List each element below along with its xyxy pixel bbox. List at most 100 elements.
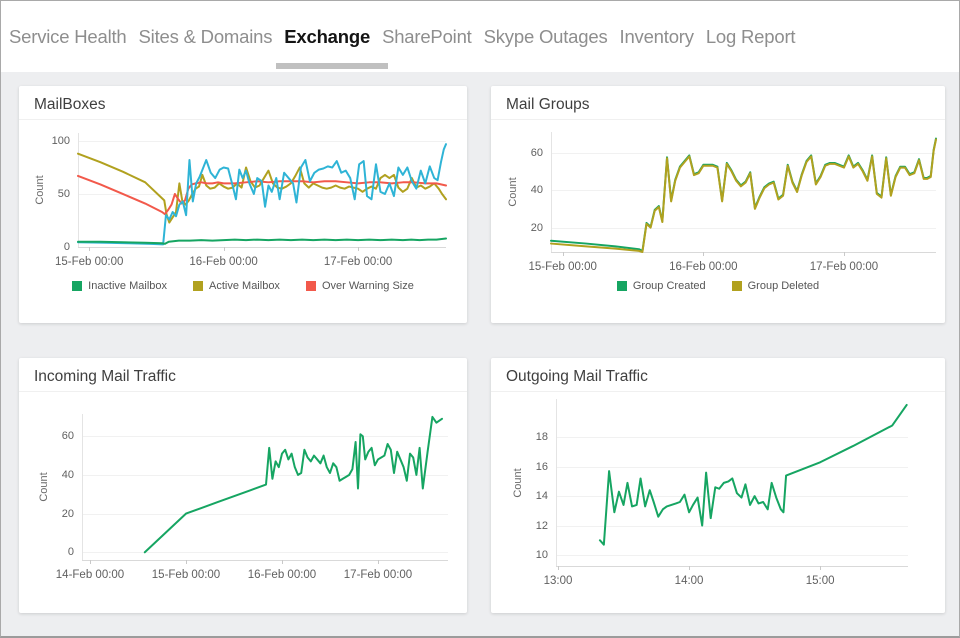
y-tick-label: 12 <box>535 519 548 532</box>
gridline <box>82 474 448 476</box>
panel-header: Mail Groups <box>491 86 945 120</box>
panel-mail-groups: Mail Groups Count 20 40 60 15-Feb 00:00 16-Fe… <box>491 86 945 323</box>
x-tick-mark <box>223 247 225 251</box>
tab-sites-domains[interactable]: Sites & Domains <box>138 26 273 47</box>
panel-title: Incoming Mail Traffic <box>34 368 176 385</box>
y-tick-label: 0 <box>67 546 74 559</box>
y-tick-label: 100 <box>51 134 70 147</box>
plot-area <box>550 137 937 253</box>
panel-header: Outgoing Mail Traffic <box>491 358 945 392</box>
y-tick-label: 60 <box>530 146 543 159</box>
legend-label: Active Mailbox <box>209 280 280 292</box>
tab-log-report[interactable]: Log Report <box>705 26 796 47</box>
x-tick-label: 16-Feb 00:00 <box>247 569 317 581</box>
legend-item-over-warning-size[interactable]: Over Warning Size <box>305 280 414 292</box>
x-tick-label: 16-Feb 00:00 <box>669 261 738 273</box>
plot-area <box>77 143 447 246</box>
tab-bar: Service Health Sites & Domains Exchange Sha… <box>1 1 959 72</box>
tab-service-health[interactable]: Service Health <box>9 26 127 47</box>
y-tick-label: 18 <box>535 431 548 444</box>
gridline <box>82 513 448 515</box>
x-tick-label: 14-Feb 00:00 <box>55 569 125 581</box>
legend-item-group-created[interactable]: Group Created <box>616 280 706 292</box>
y-axis-line <box>82 414 83 560</box>
x-axis-line <box>551 252 936 253</box>
gridline <box>556 466 908 468</box>
y-tick-label: 60 <box>61 430 74 443</box>
panel-title: Mail Groups <box>506 96 590 113</box>
gridline <box>551 152 936 154</box>
gridline <box>551 190 936 192</box>
chart-mail-groups: Count 20 40 60 15-Feb 00:00 16-Feb 00:00 17-Fe… <box>491 86 945 323</box>
gridline <box>556 554 908 556</box>
x-tick-mark <box>89 247 91 251</box>
x-tick-label: 14:00 <box>674 575 704 587</box>
x-tick-label: 15-Feb 00:00 <box>151 569 221 581</box>
x-tick-mark <box>562 252 564 256</box>
series-line-group-deleted <box>550 138 937 253</box>
panel-header: Incoming Mail Traffic <box>19 358 467 392</box>
x-axis-line <box>82 560 448 561</box>
x-tick-mark <box>186 560 187 564</box>
x-tick-mark <box>844 252 845 256</box>
x-tick-label: 13:00 <box>543 575 573 587</box>
x-tick-mark <box>90 560 91 564</box>
y-tick-label: 20 <box>530 221 543 234</box>
panel-incoming-mail-traffic: Incoming Mail Traffic Count 0 20 40 60 14-Feb… <box>19 358 467 613</box>
y-tick-label: 50 <box>57 187 70 200</box>
legend-label: Inactive Mailbox <box>88 280 168 292</box>
x-tick-label: 15:00 <box>805 575 835 587</box>
x-tick-label: 17-Feb 00:00 <box>809 261 879 273</box>
x-tick-mark <box>358 247 360 251</box>
x-tick-label: 16-Feb 00:00 <box>189 256 258 268</box>
legend-mailboxes: Inactive Mailbox Active Mailbox Over Warni… <box>19 280 467 292</box>
legend-item-group-deleted[interactable]: Group Deleted <box>731 280 820 292</box>
legend-mail-groups: Group Created Group Deleted <box>491 280 945 292</box>
tab-sharepoint[interactable]: SharePoint <box>382 26 472 47</box>
panel-outgoing-mail-traffic: Outgoing Mail Traffic Count 10 12 14 16 18 13:… <box>491 358 945 613</box>
y-axis-line <box>78 133 79 247</box>
series-line-over-warning-size <box>77 174 447 216</box>
gridline <box>82 436 448 438</box>
gridline <box>82 552 448 554</box>
series-line-outgoing-mail-traffic <box>598 403 908 546</box>
gridline <box>78 140 446 142</box>
chart-incoming-mail-traffic: Count 0 20 40 60 14-Feb 00:00 15-Feb 00:00 16-F… <box>19 358 467 613</box>
legend-swatch-icon <box>193 281 204 291</box>
x-axis-line <box>78 247 446 248</box>
plot-area <box>598 403 908 546</box>
series-line-active-mailbox <box>77 152 447 224</box>
x-tick-label: 15-Feb 00:00 <box>54 256 124 268</box>
gridline <box>78 193 446 195</box>
y-axis-line <box>551 132 552 252</box>
legend-label: Group Deleted <box>747 280 820 292</box>
series-line-inactive-mailbox <box>77 237 447 245</box>
y-tick-label: 0 <box>63 241 70 253</box>
y-tick-label: 10 <box>535 548 548 561</box>
series-line-incoming-mail-traffic <box>143 415 443 554</box>
series-line-unlabeled-series <box>77 143 447 246</box>
chart-outgoing-mail-traffic: Count 10 12 14 16 18 13:00 14:00 15:00 <box>491 358 945 613</box>
gridline <box>556 437 908 439</box>
legend-item-inactive-mailbox[interactable]: Inactive Mailbox <box>72 280 167 292</box>
y-tick-label: 20 <box>61 507 74 520</box>
panel-title: MailBoxes <box>34 96 106 113</box>
y-tick-label: 40 <box>61 468 74 481</box>
tab-exchange[interactable]: Exchange <box>276 1 388 72</box>
y-tick-label: 16 <box>535 460 548 473</box>
dashboard-content: MailBoxes Count 0 50 100 15-Feb 00:00 16-Feb … <box>1 72 959 636</box>
legend-item-active-mailbox[interactable]: Active Mailbox <box>193 280 280 292</box>
x-axis-line <box>556 566 908 567</box>
tab-inventory[interactable]: Inventory <box>619 26 694 47</box>
legend-swatch-icon <box>72 281 83 291</box>
legend-swatch-icon <box>616 281 627 291</box>
x-tick-label: 15-Feb 00:00 <box>528 261 597 273</box>
panel-mailboxes: MailBoxes Count 0 50 100 15-Feb 00:00 16-Feb … <box>19 86 467 323</box>
x-tick-mark <box>689 566 691 570</box>
x-tick-mark <box>820 566 822 570</box>
tab-skype-outages[interactable]: Skype Outages <box>483 26 608 47</box>
y-tick-label: 14 <box>535 490 548 503</box>
legend-swatch-icon <box>305 281 316 291</box>
gridline <box>556 525 908 527</box>
